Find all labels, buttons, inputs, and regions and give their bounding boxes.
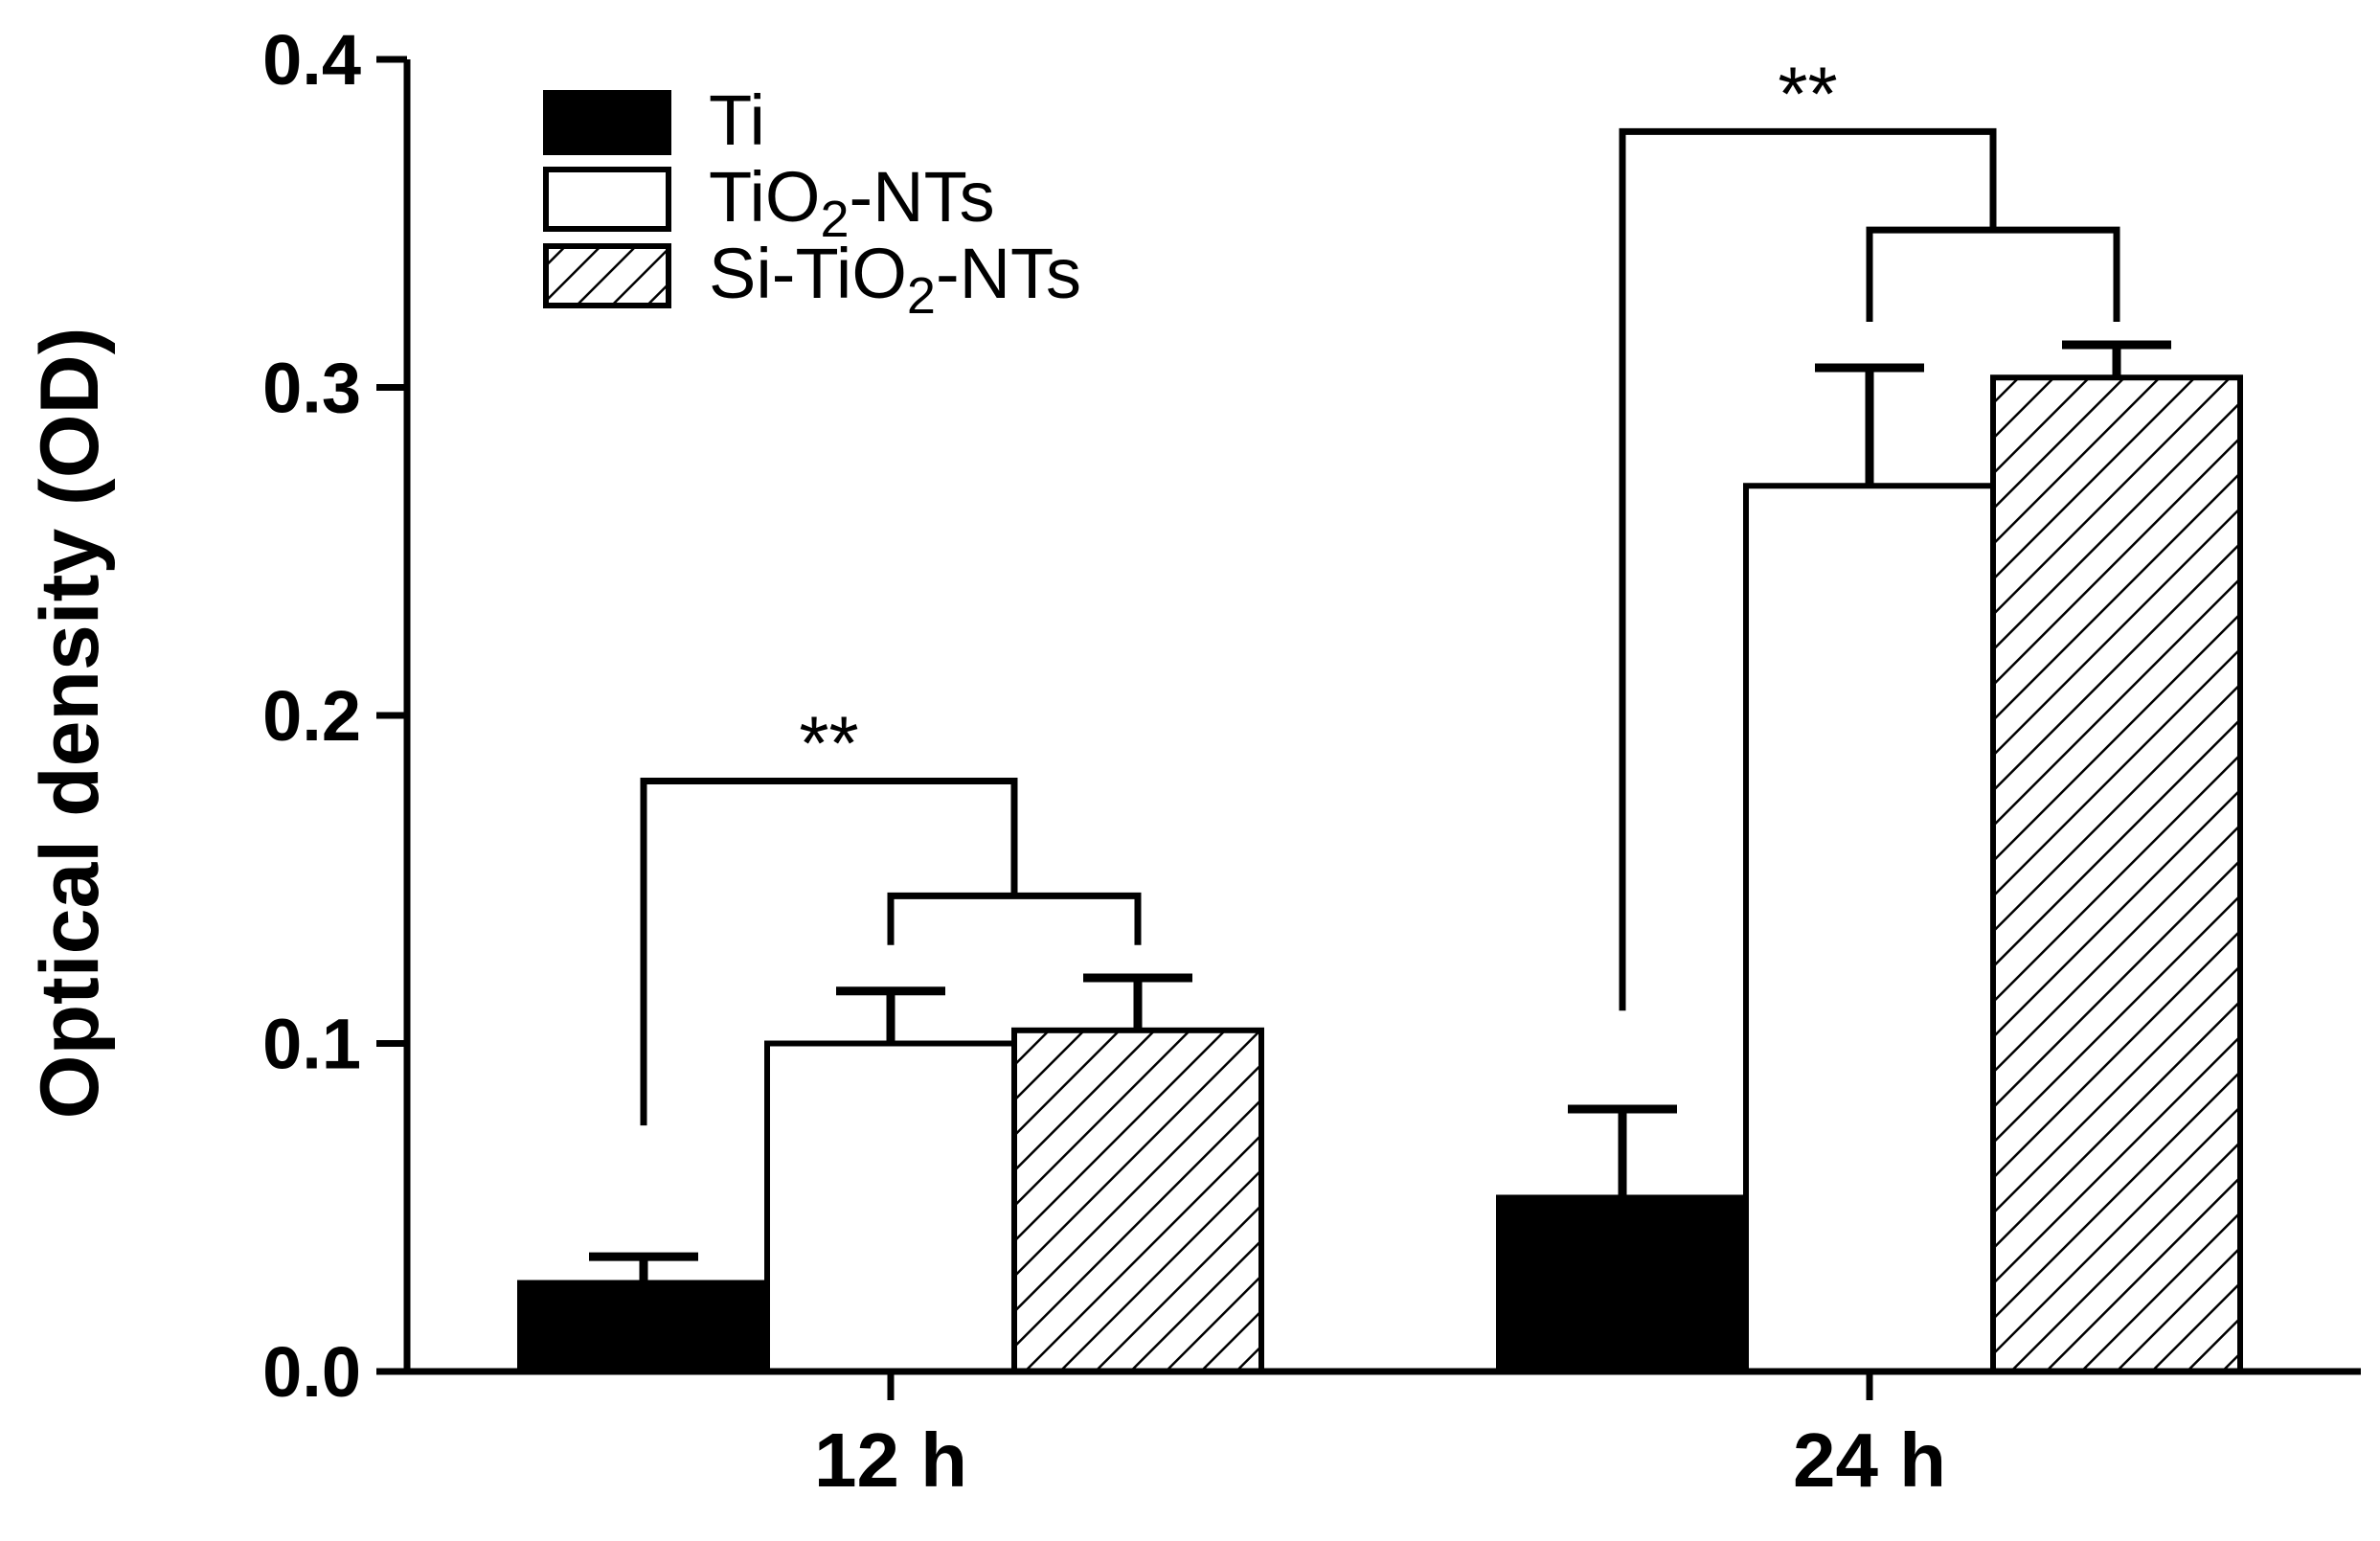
bar-tio2-nts-24-h	[1743, 483, 1996, 1374]
legend-label-ti: Ti	[709, 80, 765, 160]
legend: Ti TiO2-NTs Si-TiO2-NTs	[543, 80, 1081, 325]
inner-bracket	[887, 892, 1142, 945]
y-tick-label: 0.3	[262, 349, 361, 428]
y-axis-label-group: Optical density (OD)	[24, 328, 116, 1120]
y-tick-label: 0.0	[262, 1332, 361, 1412]
error-bars-layer	[589, 340, 2171, 1283]
legend-label-tio2-nts: TiO2-NTs	[709, 157, 995, 248]
outer-bracket	[640, 778, 1018, 1126]
legend-swatch-ti	[543, 90, 671, 155]
bar-ti-24-h	[1496, 1194, 1749, 1374]
y-axis-label: Optical density (OD)	[24, 328, 116, 1120]
legend-label-si-tio2-nts: Si-TiO2-NTs	[709, 234, 1081, 325]
x-axis-categories: 12 h 24 h	[814, 1371, 1946, 1503]
bar-si-tio2-nts-12-h	[1011, 1027, 1264, 1375]
legend-swatch-si-tio2-nts	[543, 243, 671, 308]
bar-si-tio2-nts-24-h	[1990, 374, 2243, 1375]
significance-label: **	[1778, 51, 1837, 136]
y-tick-label: 0.2	[262, 676, 361, 756]
significance-label: **	[799, 701, 858, 786]
bar-tio2-nts-12-h	[764, 1040, 1017, 1374]
x-category-label: 24 h	[1793, 1417, 1946, 1503]
significance-brackets: ** **	[640, 51, 2120, 1126]
bars-layer	[517, 374, 2243, 1375]
y-axis-ticks: 0.0 0.1 0.2 0.3 0.4	[262, 20, 407, 1412]
x-category-label: 12 h	[814, 1417, 967, 1503]
y-tick-label: 0.1	[262, 1005, 361, 1084]
inner-bracket	[1866, 226, 2120, 322]
legend-swatch-tio2-nts	[543, 167, 671, 232]
y-tick-label: 0.4	[262, 20, 361, 100]
outer-bracket	[1619, 127, 1997, 1011]
bar-ti-12-h	[517, 1280, 770, 1375]
